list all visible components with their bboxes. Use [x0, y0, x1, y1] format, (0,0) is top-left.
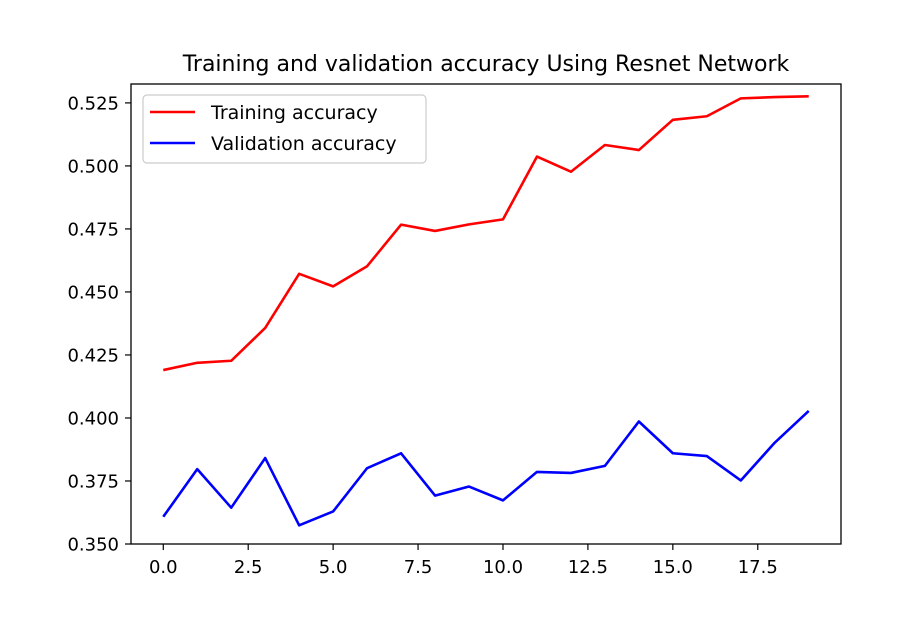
y-tick-label: 0.375: [67, 471, 119, 492]
y-tick-label: 0.525: [67, 93, 119, 114]
plot-area-frame: [130, 83, 842, 545]
y-tick-label: 0.475: [67, 219, 119, 240]
x-tick-label: 12.5: [568, 557, 608, 578]
chart-title: Training and validation accuracy Using R…: [182, 52, 790, 77]
legend-box: [142, 94, 427, 164]
x-tick-label: 2.5: [234, 557, 263, 578]
x-tick-label: 0.0: [149, 557, 178, 578]
series-line-1: [162, 409, 810, 527]
x-tick-label: 15.0: [653, 557, 693, 578]
series-layer: [162, 95, 810, 527]
y-tick-label: 0.425: [67, 345, 119, 366]
x-tick-label: 17.5: [738, 557, 778, 578]
y-tick-label: 0.450: [67, 282, 119, 303]
y-tick-label: 0.350: [67, 535, 119, 556]
legend-label-1: Validation accuracy: [211, 133, 397, 155]
y-tick-label: 0.500: [67, 156, 119, 177]
legend-label-0: Training accuracy: [210, 102, 378, 124]
axes-layer: 0.0 2.5 5.0 7.5 10.0 12.5 15.0 17.5 0.350 0.375 0.…: [67, 93, 777, 578]
x-tick-label: 7.5: [404, 557, 433, 578]
x-tick-label: 10.0: [483, 557, 523, 578]
y-tick-label: 0.400: [67, 408, 119, 429]
x-tick-label: 5.0: [319, 557, 348, 578]
legend: Training accuracy Validation accuracy: [142, 94, 427, 164]
series-line-0: [162, 95, 809, 372]
